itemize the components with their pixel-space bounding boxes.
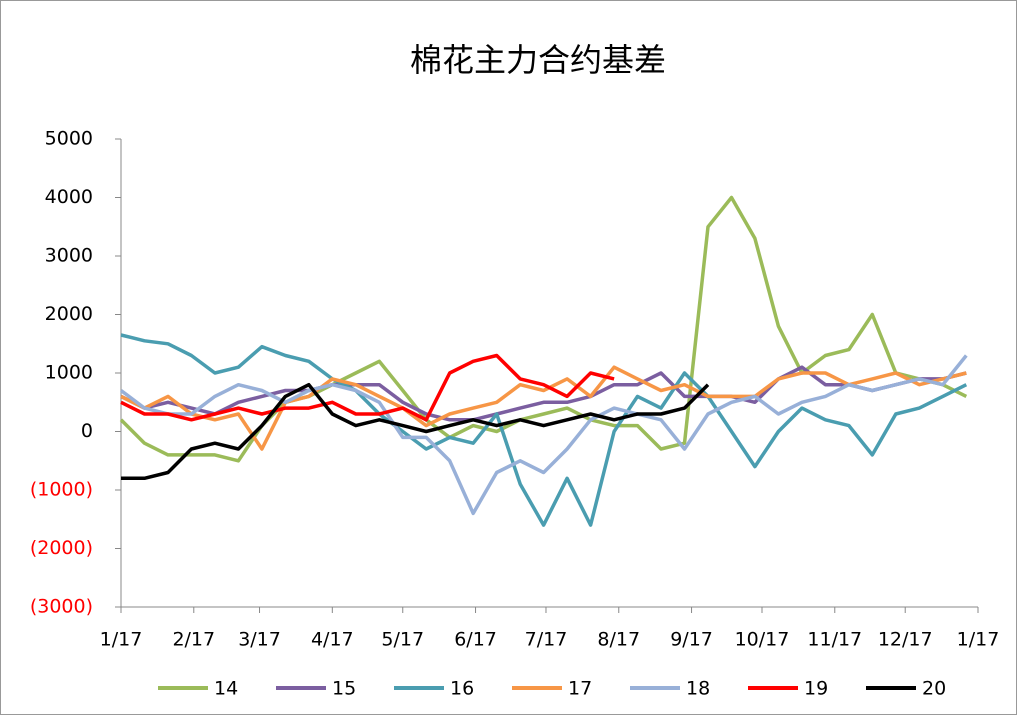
y-tick-label: (3000) — [30, 596, 93, 618]
x-tick-label: 8/17 — [597, 629, 640, 651]
y-tick-label: (2000) — [30, 537, 93, 559]
y-tick-label: 5000 — [45, 128, 93, 150]
series-line — [120, 365, 967, 422]
series-line — [120, 333, 968, 527]
legend-label: 18 — [686, 678, 710, 700]
y-tick-label: 4000 — [45, 186, 93, 208]
x-tick-label: 2/17 — [172, 629, 215, 651]
y-tick-label: 0 — [81, 420, 93, 442]
x-tick-label: 3/17 — [238, 629, 281, 651]
chart-title: 棉花主力合约基差 — [410, 41, 666, 79]
series-line — [120, 353, 615, 422]
x-tick-label: 6/17 — [454, 629, 497, 651]
x-tick-label: 5/17 — [381, 629, 424, 651]
legend-label: 17 — [568, 678, 592, 700]
x-tick-label: 1/17 — [957, 629, 1000, 651]
x-tick-label: 11/17 — [807, 629, 862, 651]
legend-label: 14 — [214, 678, 238, 700]
y-tick-label: 3000 — [45, 245, 93, 267]
legend-label: 16 — [450, 678, 474, 700]
series-line — [119, 354, 968, 516]
y-tick-label: (1000) — [30, 479, 93, 501]
x-tick-label: 7/17 — [525, 629, 568, 651]
y-tick-label: 2000 — [45, 303, 93, 325]
x-tick-label: 1/17 — [100, 629, 143, 651]
x-tick-label: 9/17 — [670, 629, 713, 651]
x-tick-label: 12/17 — [878, 629, 933, 651]
x-tick-label: 4/17 — [311, 629, 354, 651]
series-line — [120, 365, 967, 451]
legend-label: 15 — [332, 678, 356, 700]
series-line — [121, 382, 710, 481]
y-tick-label: 1000 — [45, 362, 93, 384]
legend-label: 19 — [804, 678, 828, 700]
x-tick-label: 10/17 — [735, 629, 790, 651]
legend-label: 20 — [922, 678, 946, 700]
